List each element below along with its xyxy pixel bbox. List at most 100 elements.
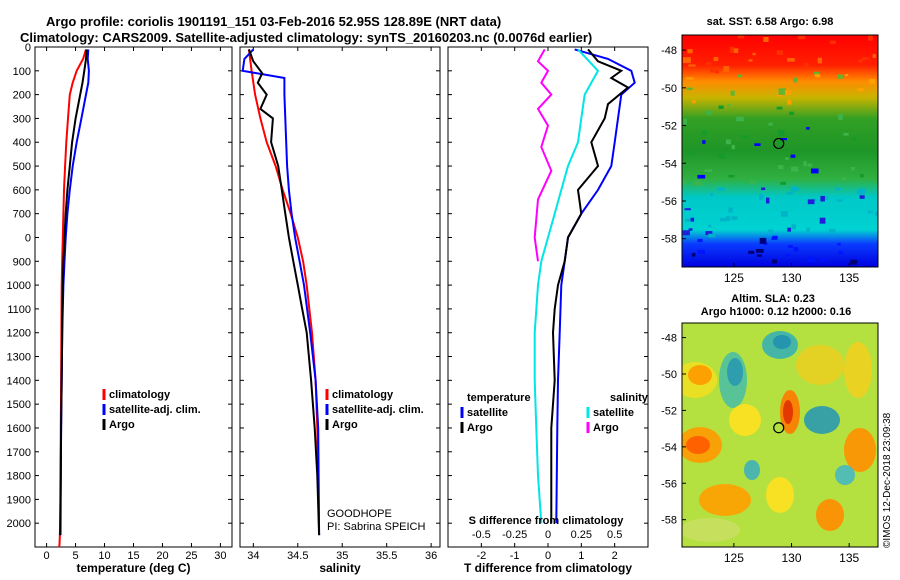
top-tick-label: 0.25 xyxy=(571,529,592,541)
annotation-project: GOODHOPE xyxy=(327,508,392,520)
sla-blob xyxy=(804,406,840,434)
sst-pixel xyxy=(733,48,739,54)
sst-pixel xyxy=(797,35,806,40)
sla-map-subtitle: Argo h1000: 0.12 h2000: 0.16 xyxy=(701,306,851,318)
sst-pixel xyxy=(761,187,766,191)
sst-pixel xyxy=(841,177,847,181)
sst-pixel xyxy=(705,231,713,235)
sst-pixel xyxy=(766,197,770,204)
legend-title-left: temperature xyxy=(467,392,531,404)
sst-pixel xyxy=(718,153,726,159)
map-x-tick-label: 125 xyxy=(724,551,744,565)
legend-entry: satellite-adj. clim. xyxy=(332,404,424,416)
sst-pixel xyxy=(726,216,731,221)
sst-pixel xyxy=(803,62,809,69)
sst-pixel xyxy=(682,230,690,236)
sst-pixel xyxy=(868,35,873,41)
series-line xyxy=(533,48,600,524)
y-tick-label: 1200 xyxy=(7,328,31,340)
sst-pixel xyxy=(787,192,794,195)
sst-pixel xyxy=(807,163,813,167)
sst-pixel xyxy=(820,195,825,202)
sst-pixel xyxy=(685,218,691,222)
sst-pixel xyxy=(791,224,796,230)
sst-pixel xyxy=(806,127,810,130)
sst-pixel xyxy=(727,103,731,107)
sst-pixel xyxy=(768,122,773,126)
sla-blob xyxy=(744,460,760,480)
sst-pixel xyxy=(857,88,864,92)
sst-pixel xyxy=(705,110,712,115)
map-y-tick-label: -56 xyxy=(661,196,677,208)
top-tick-label: 0.5 xyxy=(607,529,622,541)
panel-frame xyxy=(239,46,441,548)
sst-pixel xyxy=(749,181,755,184)
sst-pixel xyxy=(851,137,857,141)
map-y-tick-label: -54 xyxy=(661,442,677,454)
sst-pixel xyxy=(697,174,706,179)
map-y-tick-label: -54 xyxy=(661,158,677,170)
sla-blob xyxy=(796,345,844,385)
sst-pixel xyxy=(789,111,794,116)
top-axis-label: S difference from climatology xyxy=(469,515,625,527)
legend-entry: Argo xyxy=(332,419,358,431)
sst-pixel xyxy=(741,135,750,138)
series-line xyxy=(555,48,636,524)
map-x-tick-label: 135 xyxy=(839,271,859,285)
top-tick-label: -0.25 xyxy=(502,529,527,541)
sst-pixel xyxy=(736,116,744,122)
legend-title-right: salinity xyxy=(610,392,649,404)
profile-panel-temperature: 0100200300400500600700090010001100120013… xyxy=(7,42,233,575)
sst-pixel xyxy=(754,143,761,146)
argo-position-marker xyxy=(773,137,785,150)
sst-pixel xyxy=(713,57,719,62)
sst-pixel xyxy=(737,35,745,39)
sst-pixel xyxy=(806,227,810,234)
map-frame xyxy=(681,34,879,268)
sst-pixel xyxy=(778,165,784,170)
series-line xyxy=(550,48,630,524)
sst-pixel xyxy=(708,233,716,238)
x-axis-label: temperature (deg C) xyxy=(76,561,190,575)
sst-pixel xyxy=(702,130,708,135)
annotation-pi: PI: Sabrina SPEICH xyxy=(327,521,425,533)
sst-pixel xyxy=(776,106,783,110)
profile-panel-difference: -2 -1 0 1 2T difference from climatology S di… xyxy=(447,46,649,575)
sst-pixel xyxy=(682,179,686,184)
profile-panel-salinity: 34 34.5 35 35.5 36 salinity climatology satelli… xyxy=(239,46,441,575)
map-x-tick-label: 125 xyxy=(724,271,744,285)
sst-pixel xyxy=(829,40,836,45)
x-tick-label: 34 xyxy=(247,550,259,562)
map-y-tick-label: -58 xyxy=(661,515,677,527)
sst-pixel xyxy=(817,57,823,64)
y-tick-label: 0 xyxy=(25,42,31,54)
sst-pixel xyxy=(785,253,791,257)
legend-entry: Argo xyxy=(109,419,135,431)
sst-pixel xyxy=(728,174,735,178)
sst-pixel xyxy=(851,167,855,171)
sst-pixel xyxy=(759,237,767,244)
y-tick-label: 200 xyxy=(13,90,31,102)
sla-blob xyxy=(686,436,710,454)
sst-pixel xyxy=(778,90,785,95)
sla-blob xyxy=(844,342,872,398)
top-tick-label: -0.5 xyxy=(472,529,491,541)
sst-pixel xyxy=(728,207,733,213)
sst-pixel xyxy=(791,166,799,172)
y-tick-label: 600 xyxy=(13,185,31,197)
y-tick-label: 300 xyxy=(13,113,31,125)
sst-pixel xyxy=(787,58,795,62)
sst-pixel xyxy=(781,211,788,217)
sla-blob xyxy=(729,404,761,436)
sst-pixel xyxy=(862,57,870,60)
y-tick-label: 700 xyxy=(13,209,31,221)
sst-pixel xyxy=(694,181,703,186)
y-tick-label: 1700 xyxy=(7,447,31,459)
sst-pixel xyxy=(838,250,844,255)
y-tick-label: 1800 xyxy=(7,471,31,483)
sst-map: 125 130 135 -48 -50 -52 -54 -56 -58 xyxy=(661,34,879,285)
map-x-tick-label: 130 xyxy=(782,271,802,285)
sst-pixel xyxy=(780,138,788,141)
sst-pixel xyxy=(683,118,687,125)
